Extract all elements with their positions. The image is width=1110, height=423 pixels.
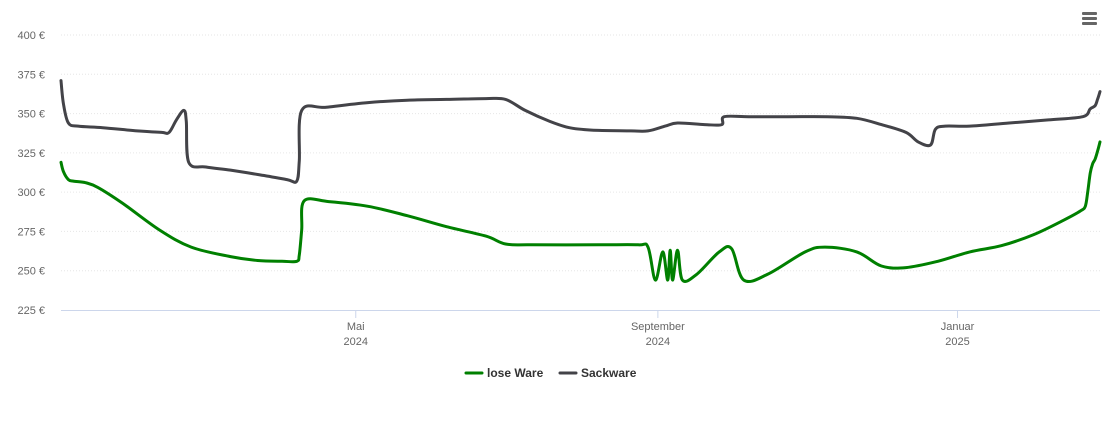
y-tick-label: 325 € — [17, 148, 45, 160]
x-tick-label-month: Januar — [941, 321, 975, 333]
legend-item[interactable]: lose Ware — [464, 366, 544, 380]
x-tick-label-year: 2024 — [646, 336, 670, 348]
legend-label: Sackware — [581, 366, 637, 380]
y-tick-label: 350 € — [17, 109, 45, 121]
y-axis: 225 € 250 € 275 € 300 € 325 € 350 € 375 € 400 € — [17, 30, 45, 317]
menu-bar-1 — [1081, 12, 1097, 15]
x-tick-label-month: September — [631, 321, 685, 333]
menu-bar-2 — [1081, 17, 1097, 20]
x-tick-label-year: 2025 — [945, 336, 969, 348]
legend-item[interactable]: Sackware — [558, 366, 637, 380]
series-line — [59, 140, 1102, 284]
y-tick-label: 225 € — [17, 305, 45, 317]
x-tick-label-month: Mai — [347, 321, 365, 333]
x-axis: Mai 2024 September 2024 Januar 2025 — [344, 310, 975, 348]
legend[interactable]: lose Ware Sackware — [464, 366, 637, 380]
y-tick-label: 400 € — [17, 30, 45, 42]
menu-bar-3 — [1081, 22, 1097, 25]
series-line — [59, 79, 1102, 184]
y-tick-label: 250 € — [17, 266, 45, 278]
y-tick-label: 275 € — [17, 226, 45, 238]
y-tick-label: 300 € — [17, 187, 45, 199]
hamburger-menu-icon[interactable] — [1077, 10, 1101, 32]
legend-label: lose Ware — [487, 366, 544, 380]
y-tick-label: 375 € — [17, 69, 45, 81]
x-tick-label-year: 2024 — [344, 336, 368, 348]
y-gridlines — [61, 34, 1100, 272]
series-group — [59, 79, 1102, 284]
